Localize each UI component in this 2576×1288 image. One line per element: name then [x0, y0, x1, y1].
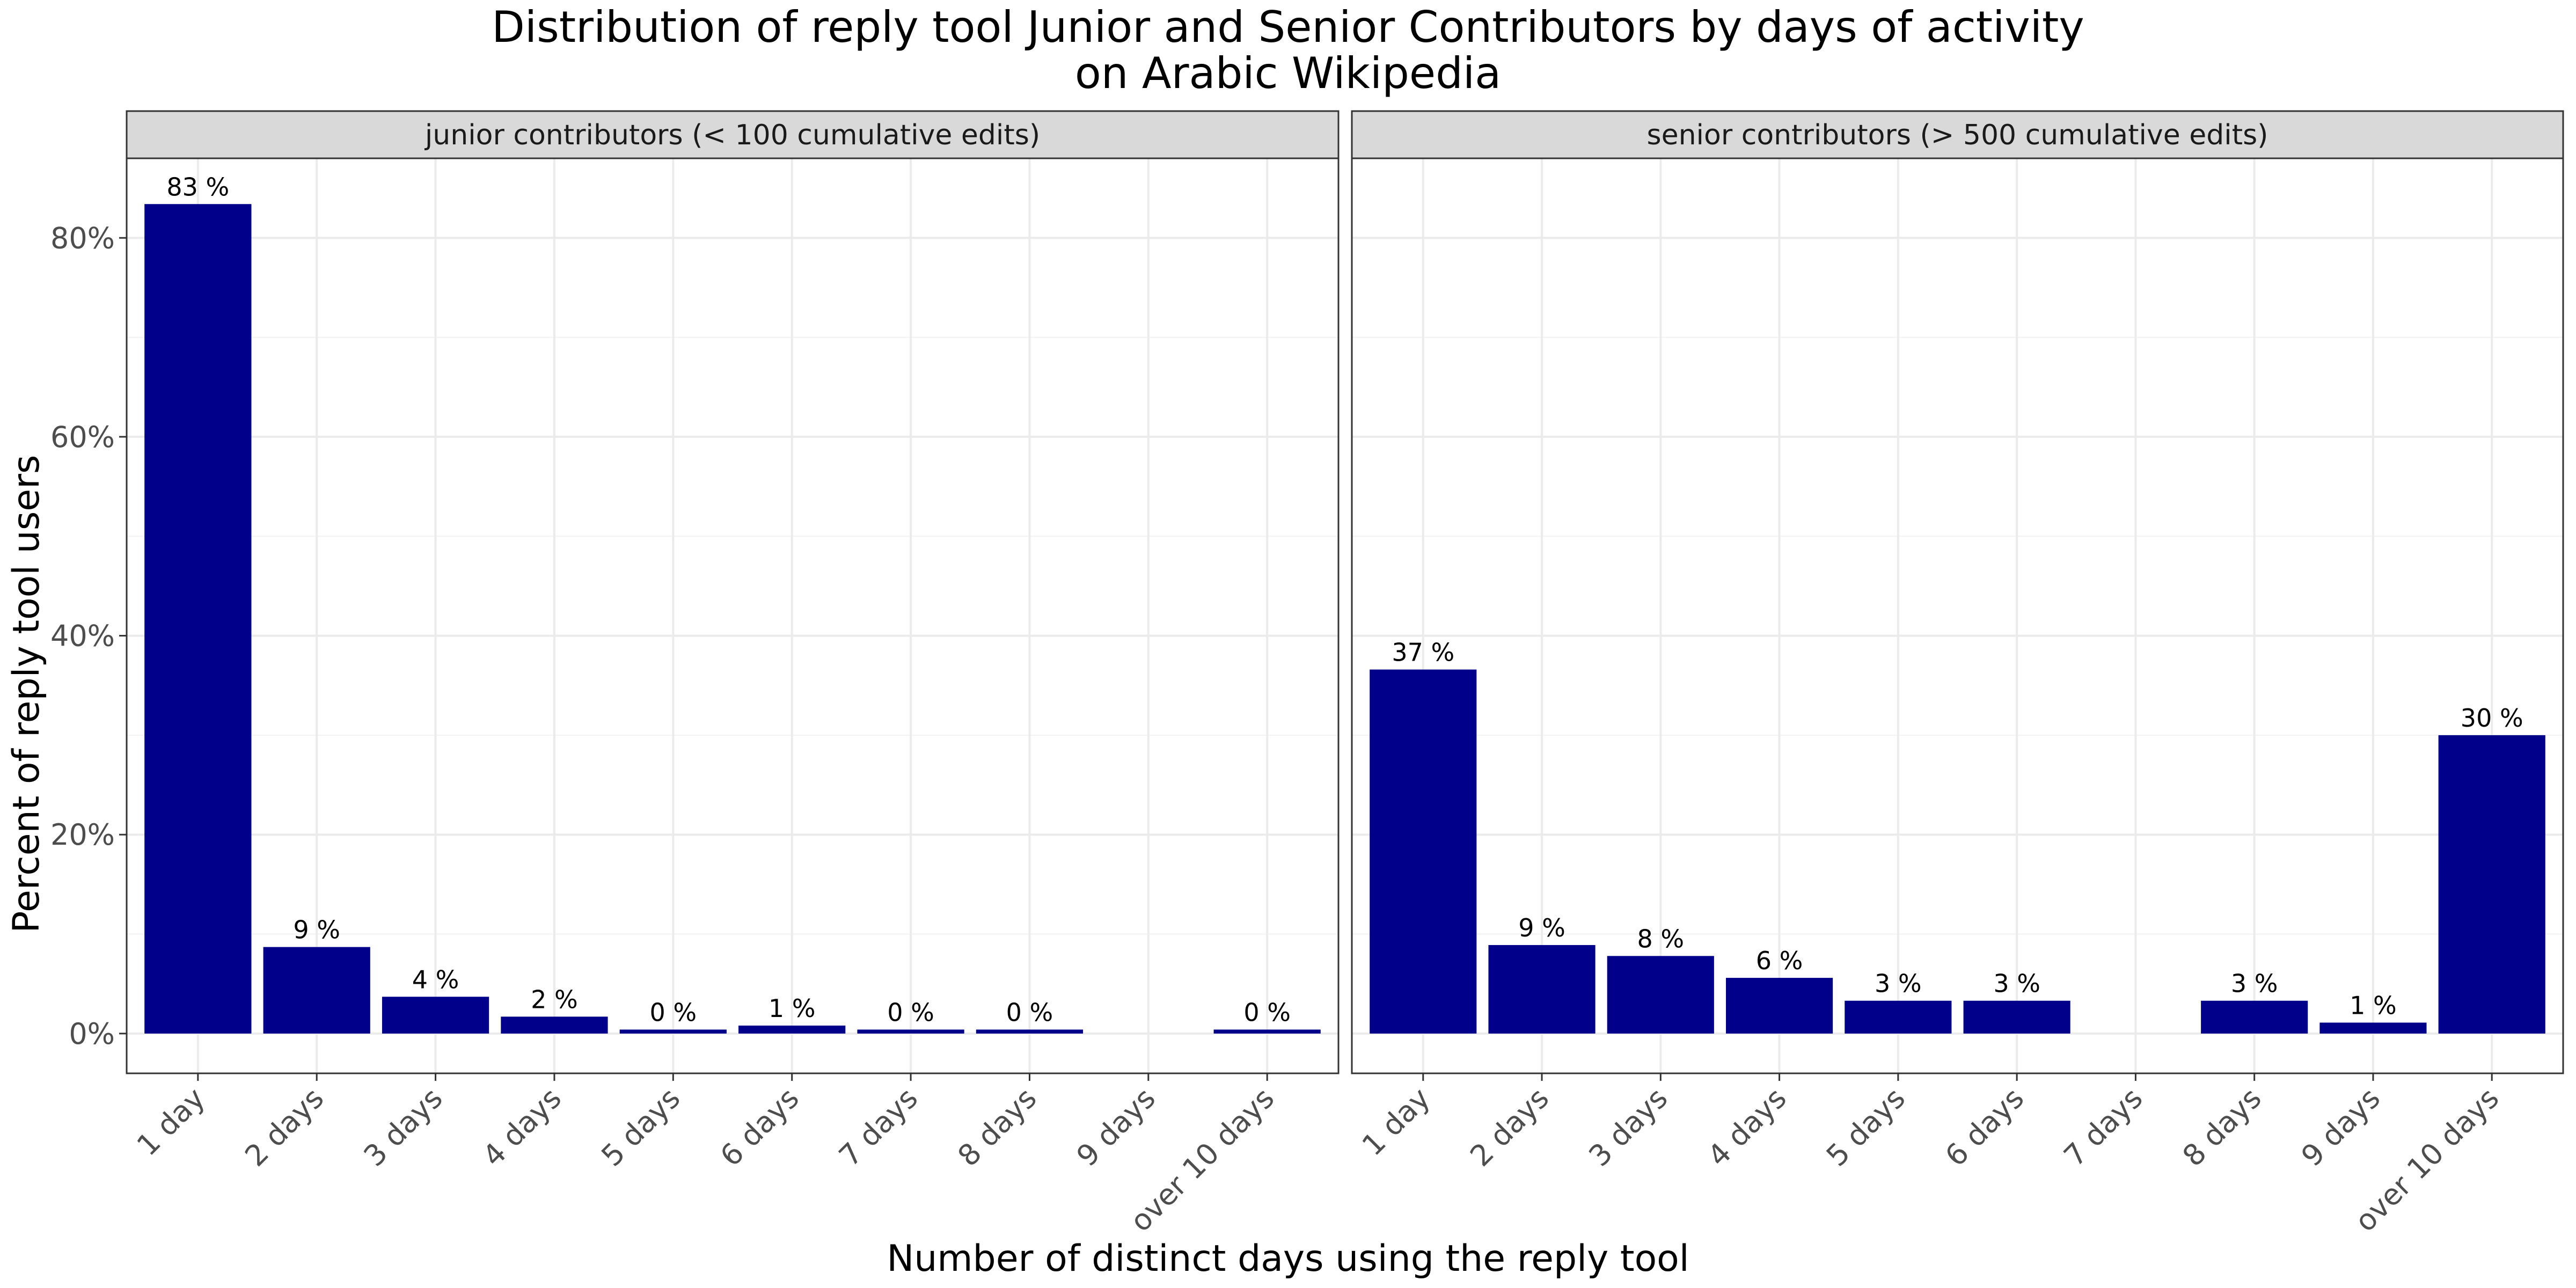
bar	[382, 997, 489, 1034]
x-tick-label: 5 days	[1820, 1081, 1912, 1173]
bar-value-label: 9 %	[293, 916, 340, 945]
chart-subtitle: on Arabic Wikipedia	[1075, 48, 1501, 98]
chart-title: Distribution of reply tool Junior and Se…	[492, 2, 2084, 52]
bar	[738, 1026, 846, 1034]
x-axes: 1 day 2 days 3 days 4 days 5 days 6 days 7 day…	[130, 1073, 2505, 1238]
x-tick-label: 2 days	[238, 1081, 330, 1173]
x-tick-label: 1 day	[1356, 1081, 1437, 1162]
bar-value-label: 3 %	[1875, 969, 1922, 998]
bar-value-label: 83 %	[166, 172, 229, 201]
bar	[501, 1016, 608, 1034]
x-tick-label: 6 days	[714, 1081, 806, 1173]
x-tick-label: 9 days	[2295, 1081, 2387, 1173]
x-tick-label: 7 days	[2057, 1081, 2149, 1173]
x-tick-label: 8 days	[952, 1081, 1043, 1173]
bar	[2319, 1022, 2427, 1034]
bar	[1213, 1029, 1321, 1034]
x-axis-title: Number of distinct days using the reply …	[887, 1238, 1689, 1280]
x-tick-label: 5 days	[595, 1081, 686, 1173]
bar-value-label: 3 %	[2231, 969, 2278, 998]
facet-panels: 83 % 9 % 4 % 2 % 0 % 1 % 0 % 0 % 0 % junior contr…	[126, 110, 2564, 1074]
x-tick-label: 4 days	[476, 1081, 568, 1173]
x-tick-label: 6 days	[1938, 1081, 2030, 1173]
facet-strip-label: senior contributors (> 500 cumulative ed…	[1647, 119, 2268, 151]
facet-panel: 37 % 9 % 8 % 6 % 3 % 3 % 3 % 1 % 30 % senior cont…	[1351, 110, 2564, 1074]
x-tick-label: 8 days	[2176, 1081, 2268, 1173]
y-tick-label: 40%	[50, 619, 115, 653]
x-tick-label: 9 days	[1070, 1081, 1162, 1173]
bar-value-label: 37 %	[1392, 638, 1454, 667]
bar	[857, 1029, 964, 1034]
y-tick-label: 0%	[69, 1017, 115, 1051]
bar-value-label: 30 %	[2461, 704, 2523, 733]
bar	[1607, 956, 1714, 1034]
bar-value-label: 0 %	[1243, 998, 1291, 1027]
bar	[144, 204, 252, 1034]
bar-value-label: 0 %	[650, 998, 697, 1027]
x-tick-label: 4 days	[1701, 1081, 1793, 1173]
x-tick-label: 1 day	[130, 1081, 211, 1162]
bar	[976, 1029, 1084, 1034]
bar	[1845, 1000, 1952, 1034]
x-tick-label: 7 days	[832, 1081, 924, 1173]
bar	[1963, 1000, 2070, 1034]
bar	[2438, 735, 2545, 1034]
bar	[263, 947, 370, 1034]
x-tick-label: 3 days	[1582, 1081, 1674, 1173]
y-axis-title: Percent of reply tool users	[5, 455, 48, 933]
bar	[1370, 669, 1477, 1034]
bar-value-label: 3 %	[1993, 969, 2040, 998]
facet-strip	[1351, 110, 2564, 159]
x-tick-label: 2 days	[1463, 1081, 1555, 1173]
x-tick-label: 3 days	[357, 1081, 449, 1173]
y-axis: 0% 20% 40% 60% 80%	[50, 221, 127, 1051]
bar-value-label: 0 %	[1006, 998, 1053, 1027]
bar	[1726, 978, 1833, 1034]
bar-value-label: 8 %	[1637, 924, 1685, 953]
bar-value-label: 9 %	[1518, 913, 1565, 942]
bar-value-label: 2 %	[531, 985, 578, 1014]
bar-value-label: 0 %	[887, 998, 934, 1027]
bar	[619, 1029, 727, 1034]
y-tick-label: 60%	[50, 420, 115, 454]
bar-value-label: 1 %	[2350, 991, 2397, 1020]
facet-panel: 83 % 9 % 4 % 2 % 0 % 1 % 0 % 0 % 0 % junior contr…	[126, 110, 1340, 1074]
facet-strip-label: junior contributors (< 100 cumulative ed…	[425, 119, 1040, 151]
panel-background	[127, 158, 1338, 1073]
facet-strip	[126, 110, 1340, 159]
bar	[2201, 1000, 2308, 1034]
bar-value-label: 1 %	[769, 994, 816, 1023]
y-tick-label: 20%	[50, 818, 115, 852]
bar-value-label: 6 %	[1756, 946, 1803, 975]
bar-value-label: 4 %	[412, 965, 459, 994]
y-tick-label: 80%	[50, 221, 115, 255]
bar	[1488, 945, 1596, 1034]
panel-background	[1352, 158, 2563, 1073]
